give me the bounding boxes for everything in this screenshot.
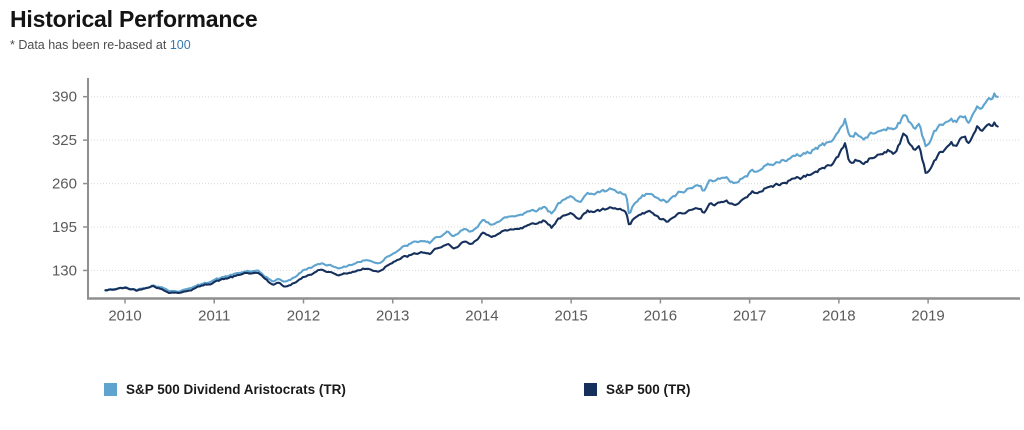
legend-swatch-sp500-icon (584, 383, 597, 396)
x-axis-tick-label: 2012 (287, 308, 320, 325)
y-axis-tick-label: 195 (52, 219, 77, 236)
legend-label-aristocrats: S&P 500 Dividend Aristocrats (TR) (126, 382, 346, 397)
rebase-note: * Data has been re-based at 100 (10, 38, 191, 52)
x-axis-tick-label: 2017 (733, 308, 766, 325)
x-axis-tick-label: 2019 (911, 308, 944, 325)
y-axis-tick-label: 390 (52, 89, 77, 106)
y-axis-tick-label: 130 (52, 262, 77, 279)
x-axis-tick-label: 2013 (376, 308, 409, 325)
rebase-note-value: 100 (169, 38, 191, 52)
x-axis-tick-label: 2016 (644, 308, 677, 325)
x-axis-tick-label: 2018 (822, 308, 855, 325)
x-axis-tick-label: 2015 (554, 308, 587, 325)
x-axis-tick-label: 2011 (198, 308, 230, 325)
legend-item-sp500[interactable]: S&P 500 (TR) (584, 382, 691, 397)
performance-line-chart: 130 195 260 325 390 2010 2011 2012 2013 2014 2015 2… (52, 78, 1020, 325)
page-title: Historical Performance (10, 6, 258, 32)
series-line-sp500 (104, 121, 999, 295)
rebase-note-text: * Data has been re-based at (10, 38, 170, 52)
series-line-dividend-aristocrats (104, 92, 999, 293)
y-axis-tick-label: 260 (52, 176, 77, 193)
legend-swatch-aristocrats-icon (104, 383, 117, 396)
legend-item-dividend-aristocrats[interactable]: S&P 500 Dividend Aristocrats (TR) (104, 382, 346, 397)
x-axis-tick-label: 2010 (108, 308, 141, 325)
x-axis-tick-label: 2014 (465, 308, 498, 325)
legend-label-sp500: S&P 500 (TR) (606, 382, 691, 397)
y-axis-tick-label: 325 (52, 132, 77, 149)
